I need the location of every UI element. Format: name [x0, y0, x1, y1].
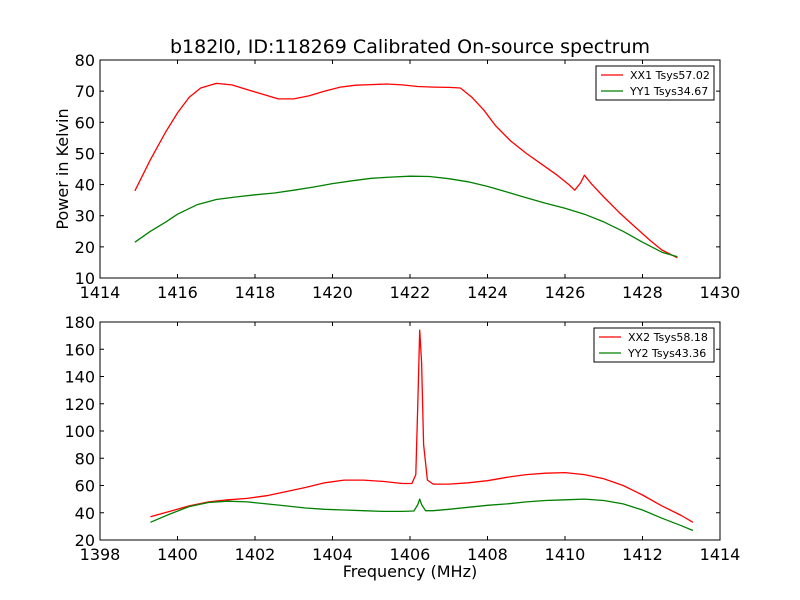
y-tick-label: 60	[75, 477, 95, 496]
legend-box	[593, 327, 715, 363]
x-tick-label: 1398	[80, 545, 121, 564]
y-tick-label: 80	[75, 51, 95, 70]
y-tick-label: 20	[75, 531, 95, 550]
x-tick-label: 1408	[467, 545, 508, 564]
x-tick-label: 1422	[390, 283, 431, 302]
series-line-xx2	[150, 329, 694, 523]
y-tick-label: 30	[75, 207, 95, 226]
y-tick-label: 20	[75, 238, 95, 257]
y-axis-label-top: Power in Kelvin	[53, 108, 72, 229]
x-tick-label: 1410	[545, 545, 586, 564]
y-tick-label: 160	[64, 340, 95, 359]
series-line-xx1	[134, 82, 678, 259]
y-tick-label: 100	[64, 422, 95, 441]
x-tick-label: 1426	[545, 283, 586, 302]
legend-label: XX2 Tsys58.18	[628, 331, 708, 344]
plot-frame	[99, 321, 721, 541]
y-tick-label: 70	[75, 82, 95, 101]
y-tick-label: 180	[64, 313, 95, 332]
y-tick-label: 120	[64, 395, 95, 414]
x-tick-label: 1400	[157, 545, 198, 564]
x-tick-label: 1424	[467, 283, 508, 302]
x-tick-label: 1430	[700, 283, 741, 302]
y-tick-label: 80	[75, 449, 95, 468]
y-tick-label: 10	[75, 269, 95, 288]
x-tick-label: 1416	[157, 283, 198, 302]
legend-label: YY1 Tsys34.67	[629, 85, 708, 98]
x-tick-label: 1414	[80, 283, 121, 302]
y-tick-label: 40	[75, 504, 95, 523]
x-tick-label: 1428	[622, 283, 663, 302]
legend-label: YY2 Tsys43.36	[627, 347, 706, 360]
x-tick-label: 1418	[235, 283, 276, 302]
x-tick-label: 1402	[235, 545, 276, 564]
legend-label: XX1 Tsys57.02	[630, 69, 710, 82]
x-axis-label-bottom: Frequency (MHz)	[343, 562, 477, 581]
legend-box	[595, 65, 715, 101]
x-tick-label: 1420	[312, 283, 353, 302]
y-tick-label: 40	[75, 176, 95, 195]
series-line-yy1	[134, 175, 678, 258]
legend: XX1 Tsys57.02 YY1 Tsys34.67	[595, 65, 715, 101]
x-tick-label: 1406	[390, 545, 431, 564]
series-line-yy2	[150, 498, 694, 532]
x-tick-label: 1414	[700, 545, 741, 564]
chart-title: b182l0, ID:118269 Calibrated On-source s…	[170, 36, 650, 58]
plot-frame	[99, 59, 721, 279]
bottom-panel: 1398 1400 1402 1404 1406 1408 1410 1412 1414 20 40…	[64, 313, 740, 564]
legend: XX2 Tsys58.18 YY2 Tsys43.36	[593, 327, 715, 363]
top-panel: 1414 1416 1418 1420 1422 1424 1426 1428 1430 10 20…	[75, 51, 741, 302]
x-tick-label: 1412	[622, 545, 663, 564]
y-tick-label: 50	[75, 144, 95, 163]
y-tick-label: 140	[64, 368, 95, 387]
y-tick-label: 60	[75, 113, 95, 132]
x-tick-label: 1404	[312, 545, 353, 564]
